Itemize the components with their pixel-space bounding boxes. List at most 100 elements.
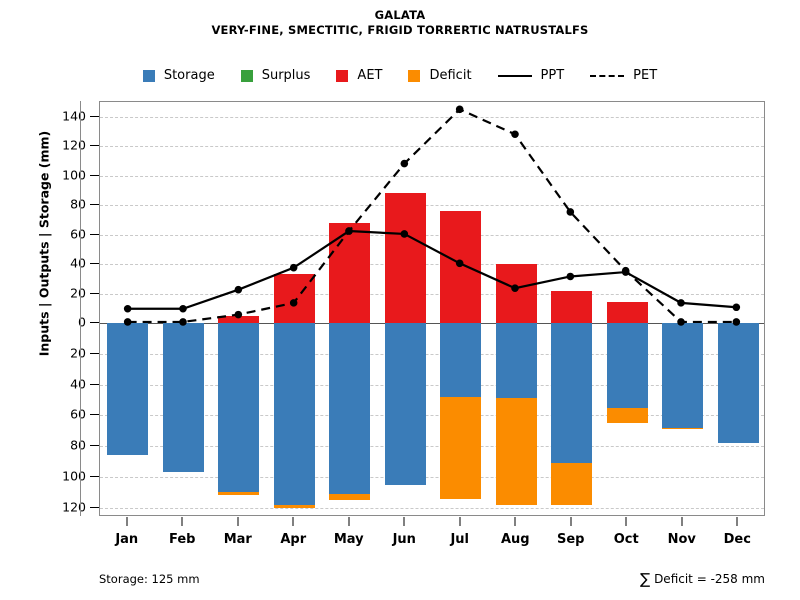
bar-storage	[495, 323, 537, 399]
x-tick-mark	[181, 517, 183, 526]
y-tick-mark	[90, 414, 99, 416]
y-tick-label: 60	[70, 406, 86, 422]
bar-aet	[384, 193, 426, 323]
y-tick-mark	[90, 475, 99, 477]
bar-deficit	[218, 492, 260, 496]
y-tick-label: 20	[70, 345, 86, 361]
x-tick-mark	[681, 517, 683, 526]
x-tick-label-may: May	[333, 532, 364, 547]
y-axis-label: Inputs | Outputs | Storage (mm)	[36, 130, 52, 357]
deficit-sum-text: Deficit = -258 mm	[650, 572, 765, 586]
gridline	[100, 507, 764, 509]
title-line-2: VERY-FINE, SMECTITIC, FRIGID TORRERTIC N…	[211, 23, 589, 37]
legend-item-pet[interactable]: PET	[590, 68, 657, 83]
gridline	[100, 446, 764, 448]
x-tick-label-sep: Sep	[557, 532, 585, 547]
y-tick-mark	[90, 174, 99, 176]
legend-item-storage[interactable]: Storage	[142, 68, 215, 83]
y-tick-mark	[90, 233, 99, 235]
y-tick-label: 20	[70, 285, 86, 301]
legend-label: PET	[633, 68, 658, 83]
gridline	[100, 415, 764, 417]
y-tick-mark	[90, 352, 99, 354]
bar-storage	[384, 323, 426, 485]
sigma-icon: ∑	[640, 570, 651, 588]
x-tick-label-aug: Aug	[500, 532, 530, 547]
legend-solid-line-icon	[497, 74, 532, 77]
y-tick-mark	[90, 204, 99, 206]
gridline	[100, 476, 764, 478]
x-tick-label-jul: Jul	[450, 532, 470, 547]
x-tick-mark	[736, 517, 738, 526]
x-tick-mark	[403, 517, 405, 526]
bar-aet	[273, 274, 315, 323]
plot-area	[99, 101, 765, 516]
legend-item-deficit[interactable]: Deficit	[408, 68, 472, 83]
deficit-sum-note: ∑ Deficit = -258 mm	[640, 570, 765, 588]
y-tick-label: 0	[78, 314, 86, 330]
legend-swatch-icon	[408, 69, 421, 82]
x-tick-mark	[348, 517, 350, 526]
legend-label: Surplus	[261, 68, 311, 83]
x-tick-mark	[237, 517, 239, 526]
y-tick-label: 60	[70, 226, 86, 242]
y-tick-mark	[90, 445, 99, 447]
bar-deficit	[329, 493, 371, 501]
y-tick-mark	[90, 115, 99, 117]
y-tick-mark	[90, 145, 99, 147]
y-tick-label: 120	[62, 137, 86, 153]
title-line-1: GALATA	[374, 8, 426, 22]
bar-storage	[662, 323, 704, 428]
y-tick-label: 80	[70, 437, 86, 453]
y-tick-label: 120	[62, 499, 86, 515]
x-tick-label-nov: Nov	[667, 532, 696, 547]
y-tick-label: 40	[70, 255, 86, 271]
chart-legend: Storage Surplus AET Deficit PPT PET	[0, 68, 800, 83]
x-tick-label-dec: Dec	[723, 532, 751, 547]
x-tick-mark	[459, 517, 461, 526]
chart-title: GALATA VERY-FINE, SMECTITIC, FRIGID TORR…	[0, 8, 800, 38]
legend-swatch-icon	[336, 69, 349, 82]
bar-deficit	[551, 463, 593, 505]
legend-item-aet[interactable]: AET	[336, 68, 382, 83]
x-tick-label-jun: Jun	[392, 532, 416, 547]
bar-aet	[495, 264, 537, 323]
bar-storage	[218, 323, 260, 493]
y-tick-mark	[90, 292, 99, 294]
bar-deficit	[495, 398, 537, 505]
bar-storage	[329, 323, 371, 494]
zero-line	[100, 323, 764, 324]
bar-deficit	[606, 407, 648, 424]
bar-aet	[329, 222, 371, 323]
x-tick-label-apr: Apr	[280, 532, 307, 547]
bar-storage	[551, 323, 593, 464]
x-tick-mark	[514, 517, 516, 526]
bars-layer	[100, 102, 764, 515]
y-tick-label: 100	[62, 167, 86, 183]
gridline	[100, 384, 764, 386]
y-axis-spine	[80, 101, 81, 516]
bar-storage	[273, 323, 315, 505]
x-tick-mark	[570, 517, 572, 526]
legend-label: PPT	[540, 68, 565, 83]
bar-aet	[606, 302, 648, 323]
gridline	[100, 353, 764, 355]
bar-storage	[717, 323, 759, 444]
legend-label: Deficit	[429, 68, 472, 83]
bar-storage	[107, 323, 149, 456]
bar-storage	[440, 323, 482, 397]
bar-storage	[606, 323, 648, 408]
x-tick-mark	[292, 517, 294, 526]
legend-item-surplus[interactable]: Surplus	[240, 68, 311, 83]
y-tick-label: 140	[62, 108, 86, 124]
bar-aet	[440, 211, 482, 323]
legend-item-ppt[interactable]: PPT	[497, 68, 565, 83]
y-tick-mark	[90, 383, 99, 385]
y-tick-mark	[90, 322, 99, 323]
legend-dashed-line-icon	[590, 74, 625, 77]
bar-aet	[218, 315, 260, 323]
y-tick-mark	[90, 263, 99, 265]
bar-deficit	[440, 396, 482, 499]
y-tick-label: 80	[70, 196, 86, 212]
